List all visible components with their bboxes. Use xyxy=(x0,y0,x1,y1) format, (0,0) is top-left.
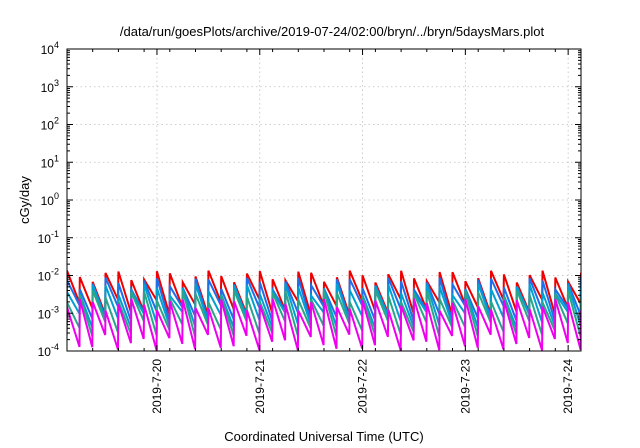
series-line-5 xyxy=(67,298,581,351)
chart-title: /data/run/goesPlots/archive/2019-07-24/0… xyxy=(120,24,545,39)
x-tick-label: 2019-7-22 xyxy=(356,359,370,414)
x-axis-label: Coordinated Universal Time (UTC) xyxy=(224,429,423,444)
x-tick-labels: 2019-7-20 2019-7-21 2019-7-22 2019-7-23 2019… xyxy=(150,359,575,414)
y-tick-label: 10-1 xyxy=(38,229,59,246)
x-tick-label: 2019-7-24 xyxy=(561,359,575,414)
y-axis-label: cGy/day xyxy=(17,176,32,224)
series-lines xyxy=(67,270,581,351)
y-tick-label: 102 xyxy=(41,116,59,133)
x-tick-label: 2019-7-20 xyxy=(150,359,164,414)
y-tick-label: 104 xyxy=(41,40,59,57)
y-tick-label: 101 xyxy=(41,153,59,170)
series-line-2 xyxy=(67,277,581,322)
x-tick-label: 2019-7-23 xyxy=(458,359,472,414)
y-tick-label: 10-2 xyxy=(38,267,59,284)
series-line-1 xyxy=(67,270,581,316)
y-tick-label: 10-4 xyxy=(38,342,59,359)
y-tick-labels: 10-4 10-3 10-2 10-1 100 101 102 103 104 xyxy=(38,40,59,359)
grid-lines xyxy=(67,49,581,351)
y-tick-label: 10-3 xyxy=(38,304,59,321)
y-tick-label: 100 xyxy=(41,191,59,208)
axis-ticks xyxy=(66,48,582,352)
x-tick-label: 2019-7-21 xyxy=(253,359,267,414)
series-line-3 xyxy=(67,283,581,329)
series-line-4 xyxy=(67,289,581,337)
y-tick-label: 103 xyxy=(41,78,59,95)
